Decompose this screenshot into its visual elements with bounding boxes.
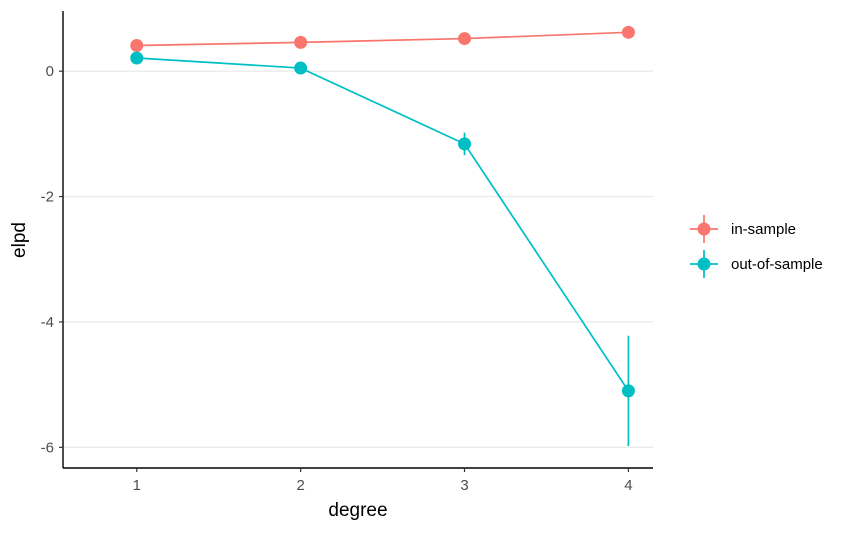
- data-point: [294, 35, 308, 49]
- x-tick-label: 3: [460, 477, 468, 494]
- data-point: [458, 32, 472, 46]
- legend-label: in-sample: [731, 221, 796, 238]
- data-point: [458, 137, 472, 151]
- legend-key-point: [697, 222, 711, 236]
- legend: in-sample out-of-sample: [690, 215, 823, 278]
- data-point: [294, 61, 308, 75]
- x-tick-label: 1: [133, 477, 141, 494]
- y-tick-label: -2: [41, 189, 54, 206]
- legend-key-point: [697, 257, 711, 271]
- legend-label: out-of-sample: [731, 256, 823, 273]
- y-axis-ticks: 0 -2 -4 -6: [41, 63, 63, 456]
- x-axis-title: degree: [328, 500, 387, 521]
- series-layer: [130, 25, 635, 447]
- y-tick-label: 0: [46, 63, 54, 80]
- y-tick-label: -6: [41, 439, 54, 456]
- data-point: [130, 38, 144, 52]
- data-point: [130, 51, 144, 65]
- y-tick-label: -4: [41, 314, 54, 331]
- x-axis-ticks: 1 2 3 4: [133, 468, 633, 494]
- legend-item: out-of-sample: [690, 250, 823, 278]
- series-out-of-sample: [130, 51, 635, 447]
- series-in-sample: [130, 25, 635, 52]
- gridlines: [63, 70, 653, 449]
- legend-item: in-sample: [690, 215, 796, 243]
- series-line: [136, 31, 629, 47]
- y-axis-title: elpd: [9, 222, 30, 258]
- data-point: [621, 384, 635, 398]
- data-point: [621, 25, 635, 39]
- x-tick-label: 2: [296, 477, 304, 494]
- x-tick-label: 4: [624, 477, 632, 494]
- series-line: [136, 57, 630, 392]
